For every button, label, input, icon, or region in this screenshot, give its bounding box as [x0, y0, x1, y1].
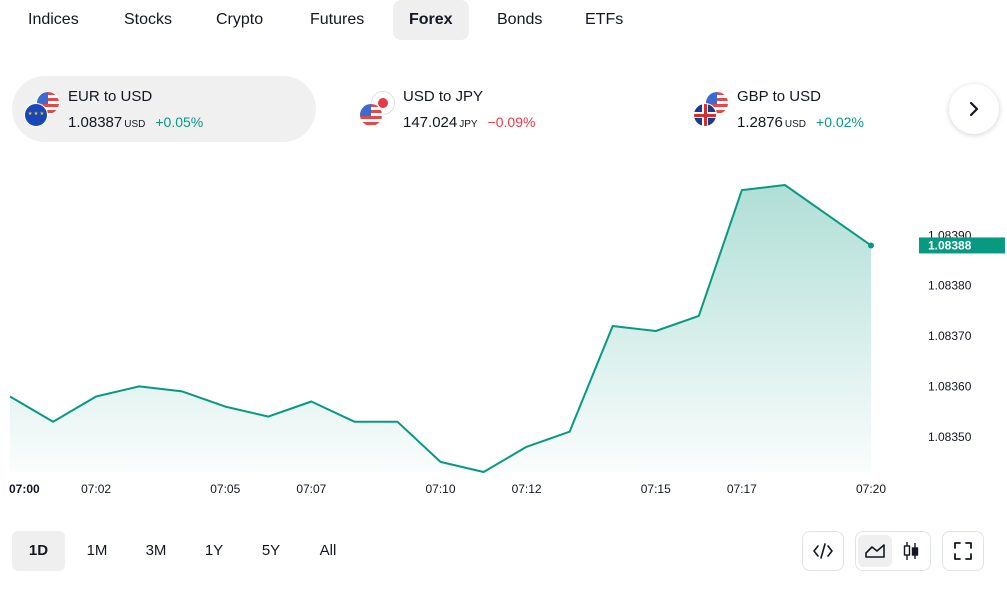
- range-1m[interactable]: 1M: [86, 542, 108, 559]
- gb-flag-icon: [693, 103, 717, 127]
- x-tick-label: 07:10: [425, 482, 455, 496]
- price-line: [9, 184, 872, 473]
- range-1y[interactable]: 1Y: [204, 542, 224, 559]
- x-tick-label: 07:12: [512, 482, 542, 496]
- range-3m[interactable]: 3M: [145, 542, 167, 559]
- chevron-right-icon: [969, 101, 979, 117]
- candlestick-chart-icon: [903, 542, 919, 560]
- symbol-card-gbpusd[interactable]: GBP to USD 1.2876 USD +0.02%: [681, 76, 941, 142]
- symbol-unit: JPY: [459, 119, 478, 130]
- area-chart-button[interactable]: [858, 535, 892, 567]
- y-tick-label: 1.08370: [928, 329, 972, 343]
- x-tick-label: 07:02: [81, 482, 111, 496]
- symbol-change: +0.05%: [155, 114, 204, 130]
- tab-indices[interactable]: Indices: [28, 11, 79, 28]
- range-1d[interactable]: 1D: [12, 531, 65, 571]
- area-fill: [10, 185, 871, 472]
- x-tick-label: 07:20: [856, 482, 886, 496]
- candlestick-chart-button[interactable]: [894, 535, 928, 567]
- embed-button[interactable]: [802, 531, 844, 571]
- tab-stocks[interactable]: Stocks: [124, 11, 173, 28]
- x-tick-label: 07:07: [296, 482, 326, 496]
- last-price-label: 1.08388: [928, 238, 972, 252]
- area-chart-icon: [865, 544, 885, 558]
- x-tick-label: 07:00: [9, 482, 40, 496]
- tab-bonds[interactable]: Bonds: [497, 11, 543, 28]
- y-tick-label: 1.08350: [928, 430, 972, 444]
- currency-pair-flags: [24, 91, 60, 127]
- symbol-change: −0.09%: [487, 114, 536, 130]
- tab-etfs[interactable]: ETFs: [585, 11, 624, 28]
- x-tick-label: 07:17: [727, 482, 757, 496]
- chart-type-toggle: [855, 531, 931, 571]
- symbol-price: 1.08387: [68, 114, 123, 131]
- currency-pair-flags: [359, 91, 395, 127]
- symbol-unit: USD: [784, 119, 807, 130]
- tab-crypto[interactable]: Crypto: [216, 11, 264, 28]
- y-tick-label: 1.08380: [928, 279, 972, 293]
- price-area-chart[interactable]: 1.083901.083801.083701.083601.083501.083…: [0, 150, 1007, 510]
- range-all[interactable]: All: [319, 542, 337, 559]
- symbol-change: +0.02%: [816, 114, 864, 130]
- last-price-badge: [919, 237, 1005, 254]
- symbol-name: GBP to USD: [737, 88, 821, 105]
- last-price-dot: [868, 242, 874, 249]
- next-symbols-button[interactable]: [949, 84, 999, 134]
- symbol-name: EUR to USD: [68, 88, 153, 105]
- us-flag-icon: [359, 103, 383, 127]
- fullscreen-button[interactable]: [942, 531, 984, 571]
- fullscreen-icon: [954, 542, 972, 560]
- eu-flag-icon: [24, 103, 48, 127]
- currency-pair-flags: [693, 91, 729, 127]
- range-5y[interactable]: 5Y: [261, 542, 281, 559]
- symbol-price: 147.024: [403, 114, 458, 131]
- x-tick-label: 07:15: [641, 482, 671, 496]
- symbol-card-usdjpy[interactable]: USD to JPY 147.024 JPY −0.09%: [347, 76, 647, 142]
- x-tick-label: 07:05: [210, 482, 240, 496]
- tab-futures[interactable]: Futures: [310, 11, 365, 28]
- code-icon: [813, 543, 833, 559]
- symbol-name: USD to JPY: [403, 88, 484, 105]
- y-tick-label: 1.08360: [928, 379, 972, 393]
- symbol-price: 1.2876: [737, 114, 783, 131]
- symbol-unit: USD: [124, 119, 146, 130]
- tab-forex[interactable]: Forex: [393, 0, 469, 40]
